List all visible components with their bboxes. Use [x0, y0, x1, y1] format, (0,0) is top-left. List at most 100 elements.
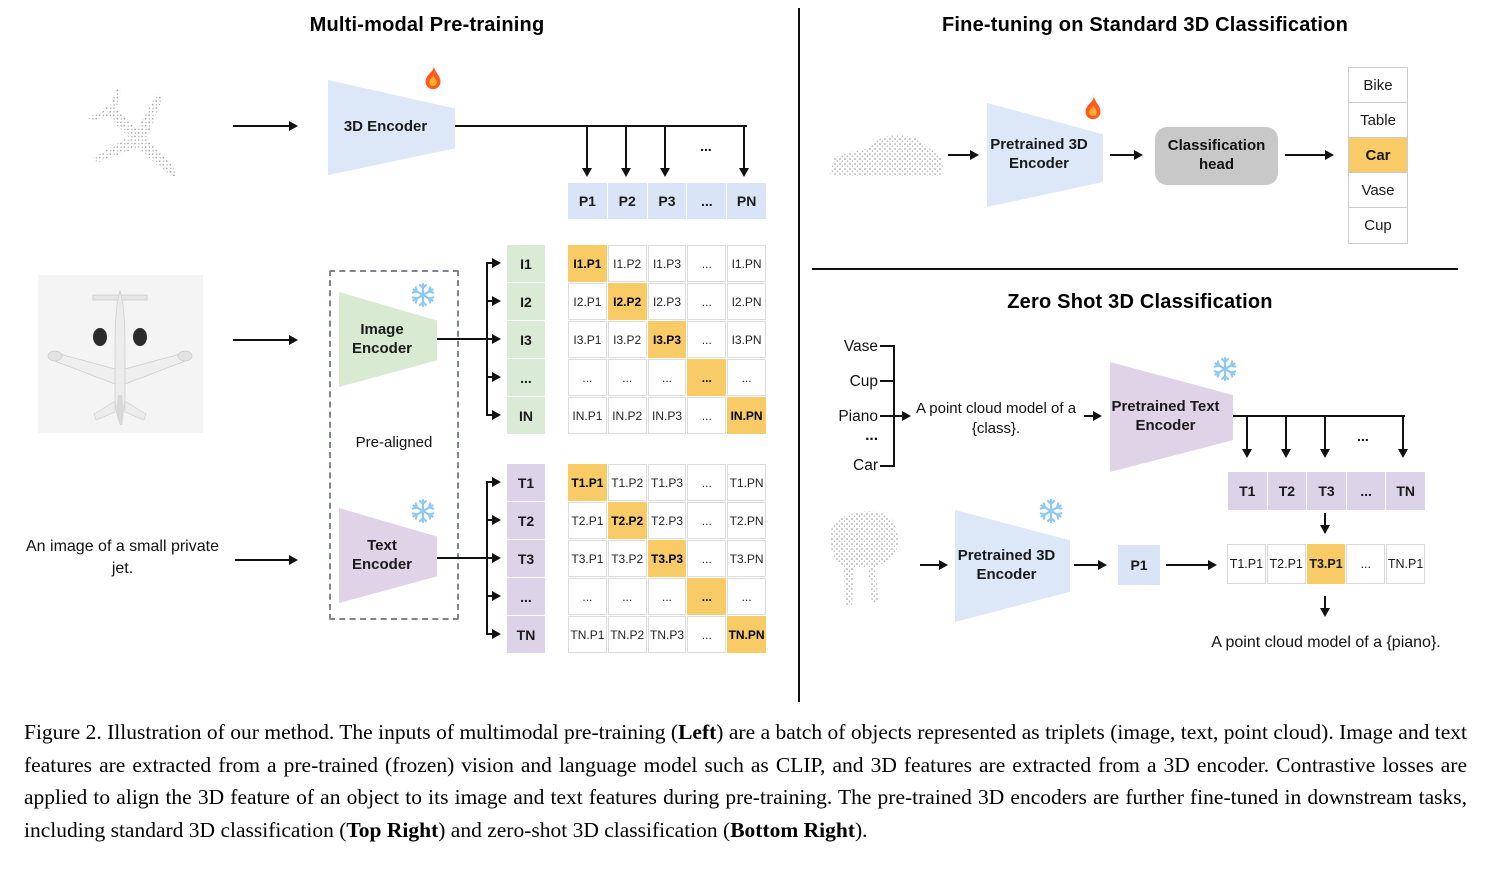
- matrix-cell: ...: [687, 464, 727, 501]
- arrow: [948, 150, 979, 160]
- arrow: [487, 296, 501, 306]
- connector-line: [455, 125, 747, 127]
- arrow: [1166, 560, 1217, 570]
- matrix-cell: I3.PN: [727, 321, 766, 358]
- class-name: Car: [853, 457, 878, 474]
- similarity-cell: T2.P1: [1266, 544, 1306, 584]
- class-cell: Bike: [1349, 68, 1407, 103]
- arrow: [233, 335, 298, 345]
- arrow: [621, 126, 631, 177]
- p-cell: PN: [727, 183, 766, 219]
- vertical-divider: [798, 8, 800, 702]
- arrow: [920, 560, 948, 570]
- airplane-image: [38, 275, 203, 433]
- zeroshot-panel-title: Zero Shot 3D Classification: [1007, 291, 1273, 313]
- matrix-cell: I2.P2: [607, 283, 647, 320]
- matrix-cell: ...: [687, 578, 727, 615]
- finetune-panel-title: Fine-tuning on Standard 3D Classificatio…: [941, 14, 1348, 36]
- arrow: [1084, 411, 1102, 421]
- text-feature-labels: T1 T2 T3... TN: [507, 464, 545, 653]
- image-feature-labels: I1 I2 I3... IN: [507, 245, 545, 434]
- connector-line: [880, 465, 895, 467]
- connector-line: [893, 345, 895, 467]
- zeroshot-result-text: A point cloud model of a {piano}.: [1211, 634, 1441, 651]
- arrow: [487, 334, 501, 344]
- matrix-cell: I1.PN: [727, 245, 766, 282]
- encoder-3d-block: 3D Encoder: [328, 80, 455, 175]
- fire-icon: [425, 63, 441, 90]
- left-panel-title: Multi-modal Pre-training: [309, 14, 545, 36]
- matrix-cell: IN.P1: [568, 397, 607, 434]
- matrix-cell: T3.PN: [727, 540, 766, 577]
- p1-feature-cell: P1: [1118, 545, 1160, 585]
- t-cell: T2: [1267, 472, 1307, 510]
- arrow: [487, 372, 501, 382]
- matrix-cell: I3.P2: [607, 321, 647, 358]
- matrix-cell: ...: [687, 397, 727, 434]
- arrow: [1074, 560, 1107, 570]
- arrow: [1281, 416, 1291, 458]
- matrix-cell: I2.P1: [568, 283, 607, 320]
- encoder-3d-label: 3D Encoder: [343, 118, 428, 136]
- pretrained-text-encoder-label: Pretrained Text Encoder: [1111, 398, 1220, 434]
- arrow: [1320, 596, 1330, 617]
- matrix-cell: IN.P2: [607, 397, 647, 434]
- text-point-matrix: T1.P1 T1.P2 T1.P3... T1.PN T2.P1 T2.P2 T2.P3..…: [568, 464, 766, 653]
- matrix-cell: I1.P3: [647, 245, 687, 282]
- arrow: [233, 121, 298, 131]
- text-input-caption: An image of a small private jet.: [26, 538, 219, 577]
- arrow: [1285, 150, 1334, 160]
- p-cell: P2: [607, 183, 647, 219]
- p-cell: ...: [687, 183, 727, 219]
- matrix-cell: T3.P3: [647, 540, 687, 577]
- connector-line: [437, 338, 487, 340]
- prompt-template: A point cloud model of a {class}.: [915, 400, 1077, 438]
- t-cell: T3: [1307, 472, 1346, 510]
- t-cell: ...: [1346, 472, 1386, 510]
- matrix-cell: ...: [687, 321, 727, 358]
- pretrained-3d-encoder-label: Pretrained 3D Encoder: [990, 136, 1088, 172]
- matrix-cell: I3.P3: [647, 321, 687, 358]
- p-feature-row: P1 P2 P3... PN: [568, 183, 766, 219]
- connector-line: [1233, 415, 1405, 417]
- text-encoder-label: Text Encoder: [351, 536, 412, 573]
- text-encoder-block: Text Encoder: [339, 508, 437, 603]
- matrix-cell: ...: [568, 359, 607, 396]
- matrix-cell: IN.P3: [647, 397, 687, 434]
- class-cell: Car: [1349, 138, 1407, 173]
- snowflake-icon: [1038, 498, 1064, 524]
- arrow: [487, 553, 501, 563]
- arrow: [235, 555, 298, 565]
- matrix-cell: ...: [687, 502, 727, 539]
- snowflake-icon: [1212, 356, 1238, 382]
- class-name: Vase: [843, 338, 878, 355]
- p-cell: P1: [568, 183, 607, 219]
- arrow: [487, 629, 501, 639]
- arrow: [1242, 416, 1252, 458]
- zeroshot-3d-encoder-label: Pretrained 3D Encoder: [957, 547, 1056, 583]
- class-name: Cup: [849, 373, 878, 390]
- t-cell: TN: [1386, 472, 1425, 510]
- connector-line: [437, 557, 487, 559]
- airplane-point-cloud: [87, 87, 177, 177]
- matrix-cell: ...: [727, 578, 766, 615]
- class-cell: Cup: [1349, 208, 1407, 243]
- piano-point-cloud: [830, 511, 899, 606]
- matrix-cell: ...: [687, 283, 727, 320]
- p-cell: P3: [647, 183, 687, 219]
- t-cell: T1: [1228, 472, 1267, 510]
- matrix-cell: ...: [607, 359, 647, 396]
- t-label-cell: T2: [507, 502, 545, 539]
- pretrained-3d-encoder-block: Pretrained 3D Encoder: [987, 103, 1103, 207]
- matrix-cell: T2.PN: [727, 502, 766, 539]
- matrix-cell: ...: [607, 578, 647, 615]
- i-label-cell: I1: [507, 245, 545, 282]
- matrix-cell: T2.P1: [568, 502, 607, 539]
- arrow: [880, 411, 911, 421]
- arrow: [1110, 150, 1143, 160]
- similarity-cell: T1.P1: [1227, 544, 1266, 584]
- matrix-cell: T1.P1: [568, 464, 607, 501]
- matrix-cell: ...: [647, 359, 687, 396]
- class-cell: Table: [1349, 103, 1407, 138]
